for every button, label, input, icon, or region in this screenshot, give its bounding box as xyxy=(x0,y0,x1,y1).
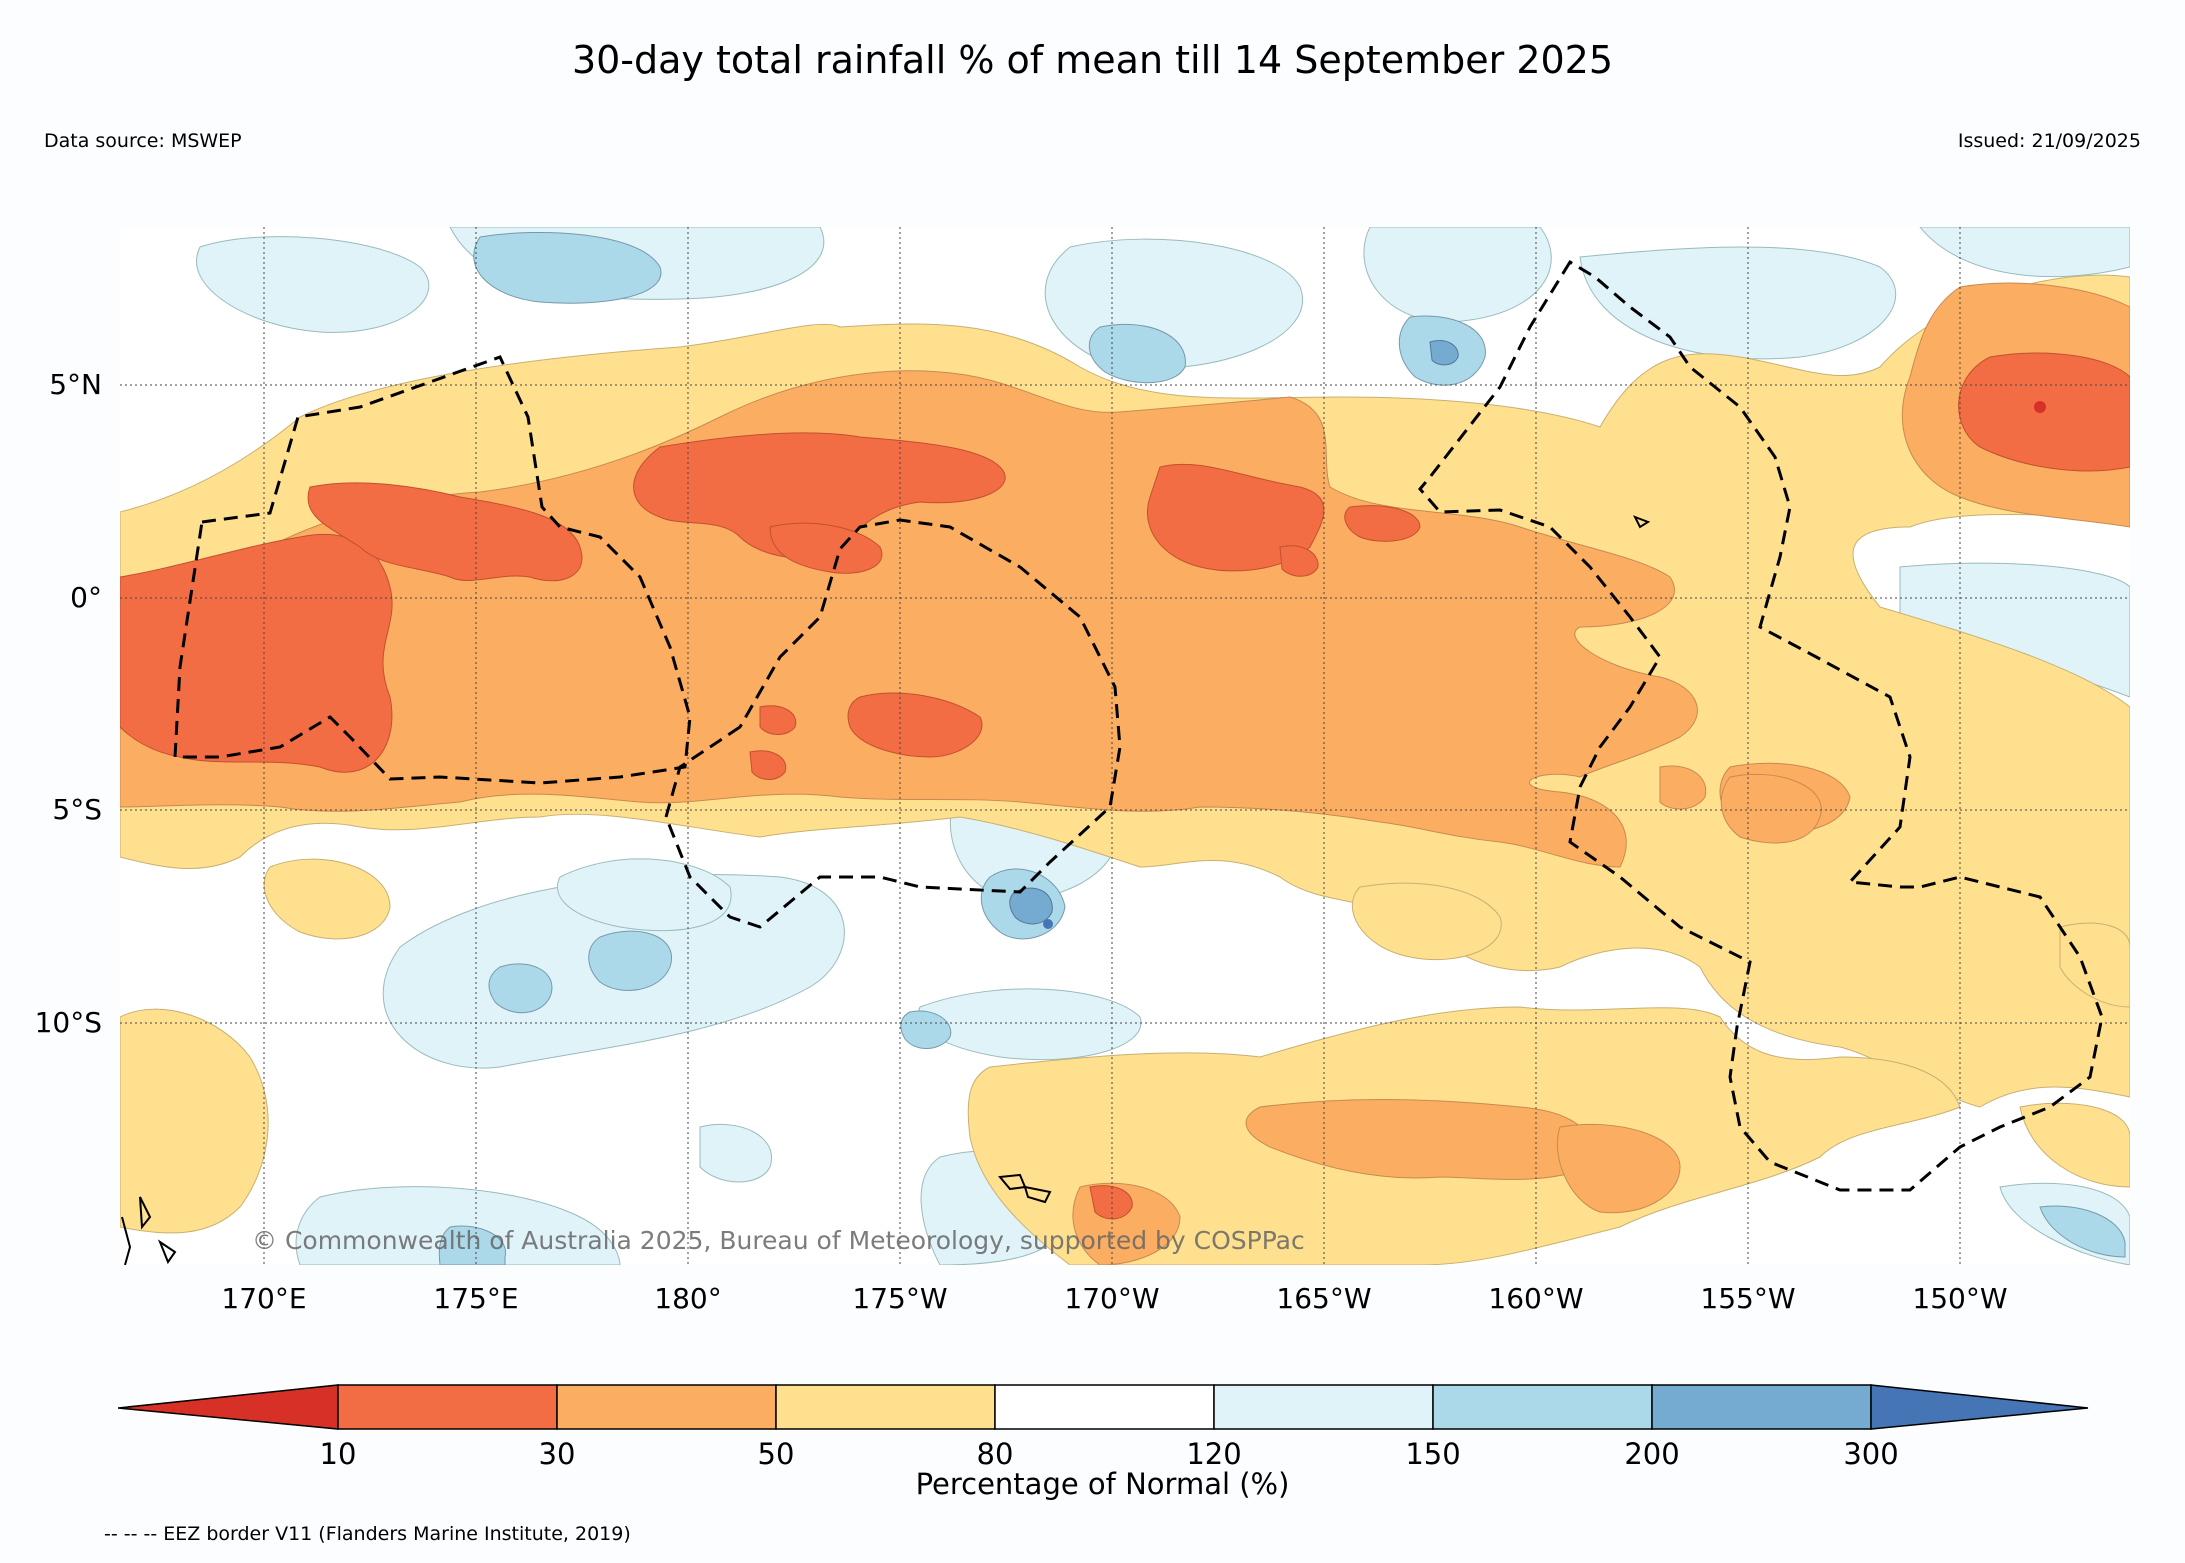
legend-swatch-120-150 xyxy=(1213,1384,1434,1430)
map-title: 30-day total rainfall % of mean till 14 … xyxy=(571,38,1614,82)
legend-swatch-under-10 xyxy=(118,1384,339,1430)
legend-colorbar xyxy=(118,1384,2089,1430)
lon-label-150w: 150°W xyxy=(1912,1282,2008,1315)
legend-swatch-200-300 xyxy=(1651,1384,1872,1430)
legend-title: Percentage of Normal (%) xyxy=(915,1467,1290,1501)
legend-swatch-over-300 xyxy=(1870,1384,2089,1430)
lon-label-175w: 175°W xyxy=(852,1282,948,1315)
eez-footnote: -- -- -- EEZ border V11 (Flanders Marine… xyxy=(104,1523,631,1545)
island-outlines xyxy=(121,515,1651,1265)
rainfall-map-canvas xyxy=(120,227,2130,1265)
lon-label-175e: 175°E xyxy=(433,1282,519,1315)
graticule xyxy=(120,227,2130,1265)
legend-tick-10: 10 xyxy=(319,1437,357,1471)
copyright-watermark: © Commonwealth of Australia 2025, Bureau… xyxy=(252,1226,1305,1255)
legend-tick-200: 200 xyxy=(1624,1437,1680,1471)
lon-label-170e: 170°E xyxy=(221,1282,307,1315)
lon-label-155w: 155°W xyxy=(1700,1282,1796,1315)
lat-label-5s: 5°S xyxy=(52,793,102,826)
lat-label-5n: 5°N xyxy=(49,368,102,401)
eez-borders xyxy=(173,259,2104,1192)
lon-label-165w: 165°W xyxy=(1276,1282,1372,1315)
data-source-label: Data source: MSWEP xyxy=(44,130,242,152)
legend-tick-300: 300 xyxy=(1843,1437,1899,1471)
legend-swatch-150-200 xyxy=(1432,1384,1653,1430)
legend-swatch-80-120 xyxy=(994,1384,1215,1430)
rainfall-map xyxy=(120,227,2130,1265)
rainfall-under-10-areas xyxy=(2034,401,2046,413)
lat-label-10s: 10°S xyxy=(34,1006,102,1039)
legend-tick-80: 80 xyxy=(976,1437,1014,1471)
legend-swatch-30-50 xyxy=(556,1384,777,1430)
lon-label-170w: 170°W xyxy=(1064,1282,1160,1315)
legend-swatch-50-80 xyxy=(775,1384,996,1430)
lon-label-180: 180° xyxy=(654,1282,722,1315)
legend-tick-150: 150 xyxy=(1405,1437,1461,1471)
rainfall-120-150-areas xyxy=(196,227,2130,1265)
legend-swatch-10-30 xyxy=(337,1384,558,1430)
legend-tick-30: 30 xyxy=(538,1437,576,1471)
legend-tick-120: 120 xyxy=(1186,1437,1242,1471)
lon-label-160w: 160°W xyxy=(1488,1282,1584,1315)
legend-tick-50: 50 xyxy=(757,1437,795,1471)
lat-label-equator: 0° xyxy=(70,581,102,614)
issued-date-label: Issued: 21/09/2025 xyxy=(1957,130,2141,152)
rainfall-10-30-areas xyxy=(120,352,2130,1220)
